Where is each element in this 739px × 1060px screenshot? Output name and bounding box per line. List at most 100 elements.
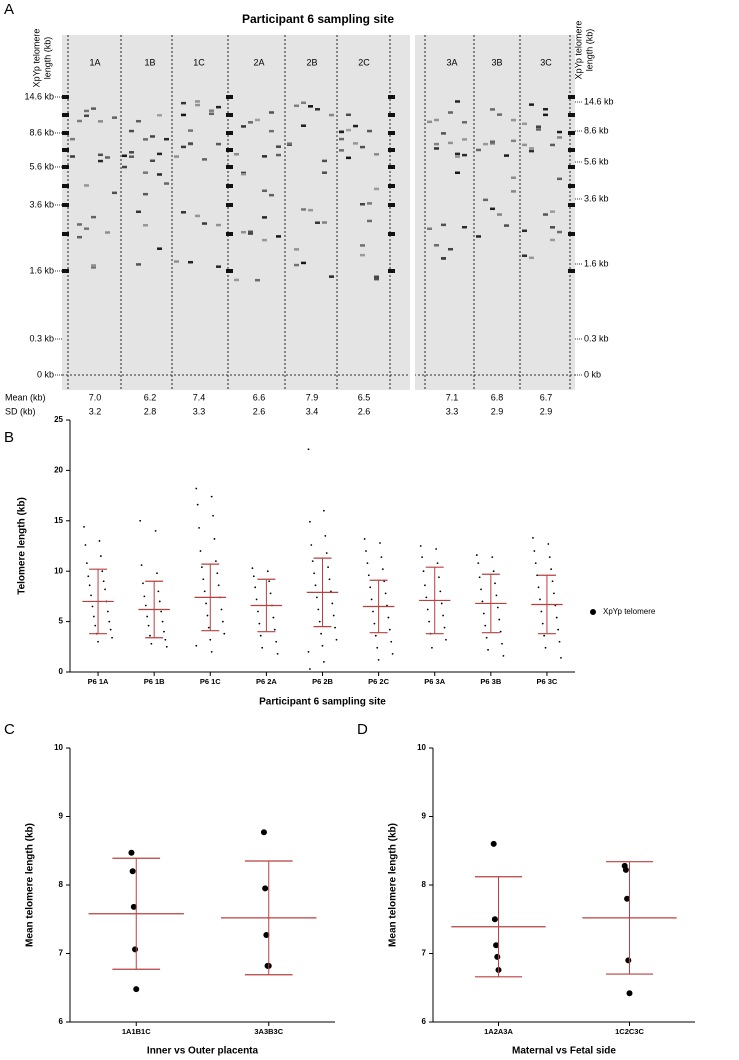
band	[188, 260, 193, 264]
band	[490, 108, 495, 111]
x-tick-label: P6 1B	[144, 677, 165, 686]
data-point	[195, 644, 198, 647]
data-point	[494, 953, 501, 960]
data-point	[132, 946, 139, 953]
marker-band	[226, 184, 233, 188]
data-point	[419, 545, 422, 547]
data-point	[435, 548, 438, 550]
band	[84, 114, 89, 118]
marker-band	[568, 232, 575, 236]
marker-band	[226, 95, 233, 99]
lane-mean: 7.0	[89, 392, 102, 402]
band	[216, 105, 221, 109]
band	[322, 221, 327, 224]
data-point	[273, 628, 276, 631]
x-tick-label: P6 1A	[88, 677, 109, 686]
band	[511, 118, 516, 122]
marker-band	[568, 269, 575, 273]
band	[91, 107, 96, 110]
data-point	[158, 600, 161, 603]
band	[434, 142, 439, 146]
band	[522, 143, 527, 147]
y-tick-label: 8	[59, 880, 64, 889]
size-marker: 0.3 kb	[29, 333, 54, 343]
lane-sd: 3.2	[89, 406, 102, 416]
data-point	[106, 610, 109, 613]
band	[84, 184, 89, 187]
data-point	[491, 916, 498, 923]
band	[339, 130, 344, 134]
band	[248, 121, 253, 124]
marker-band	[568, 165, 575, 169]
marker-band	[226, 203, 233, 207]
marker-band	[568, 95, 575, 99]
marker-band	[226, 131, 233, 135]
marker-band	[62, 131, 69, 135]
band	[301, 101, 306, 105]
band	[557, 230, 562, 234]
y-axis-label: Mean telomere length (kb)	[388, 823, 399, 947]
data-point	[251, 567, 254, 570]
band	[294, 263, 299, 267]
y-axis-label: Mean telomere length (kb)	[25, 823, 36, 947]
lane-label: 1B	[144, 57, 155, 67]
data-point	[377, 659, 380, 661]
y-tick-label: 0	[59, 667, 64, 676]
marker-band	[62, 232, 69, 236]
data-point	[133, 986, 140, 993]
data-point	[129, 868, 136, 875]
marker-band	[226, 148, 233, 152]
data-point	[313, 572, 315, 575]
panel-label: A	[4, 1, 14, 18]
data-point	[156, 572, 158, 575]
data-point	[260, 829, 267, 836]
x-tick-label: P6 2C	[368, 677, 389, 686]
band	[360, 145, 365, 149]
data-point	[101, 570, 104, 573]
band	[374, 275, 379, 279]
data-point	[558, 640, 561, 643]
band	[497, 213, 502, 216]
band	[315, 221, 320, 224]
marker-band	[226, 113, 233, 117]
band	[360, 202, 365, 206]
marker-band	[62, 148, 69, 152]
data-point	[363, 538, 366, 540]
data-point	[263, 932, 270, 939]
data-point	[254, 586, 257, 589]
band	[157, 173, 162, 176]
data-point	[139, 519, 142, 522]
y-axis-label: Telomere length (kb)	[17, 497, 28, 595]
band	[84, 227, 89, 230]
data-point	[320, 632, 322, 635]
marker-band	[568, 113, 575, 117]
data-point	[309, 520, 311, 523]
data-point	[217, 584, 220, 587]
band	[557, 130, 562, 134]
marker-band	[62, 184, 69, 188]
data-point	[487, 648, 489, 651]
data-point	[146, 615, 149, 618]
x-tick-label: P6 3A	[424, 677, 445, 686]
band	[448, 141, 453, 145]
data-point	[310, 544, 313, 546]
data-point	[428, 620, 431, 623]
lane-sd: 3.3	[193, 406, 206, 416]
marker-band	[388, 269, 395, 273]
lane-label: 3C	[540, 57, 552, 67]
band	[174, 260, 179, 263]
band	[543, 107, 548, 111]
band	[216, 223, 221, 227]
data-point	[323, 661, 325, 663]
band	[329, 275, 334, 278]
size-marker: 0 kb	[37, 369, 54, 379]
y-tick-label: 5	[59, 617, 64, 626]
data-point	[543, 634, 546, 637]
band	[181, 101, 186, 105]
band	[195, 100, 200, 103]
band	[84, 109, 89, 113]
band	[188, 129, 193, 132]
data-point	[624, 895, 631, 902]
band	[105, 156, 110, 159]
data-point	[109, 628, 112, 631]
